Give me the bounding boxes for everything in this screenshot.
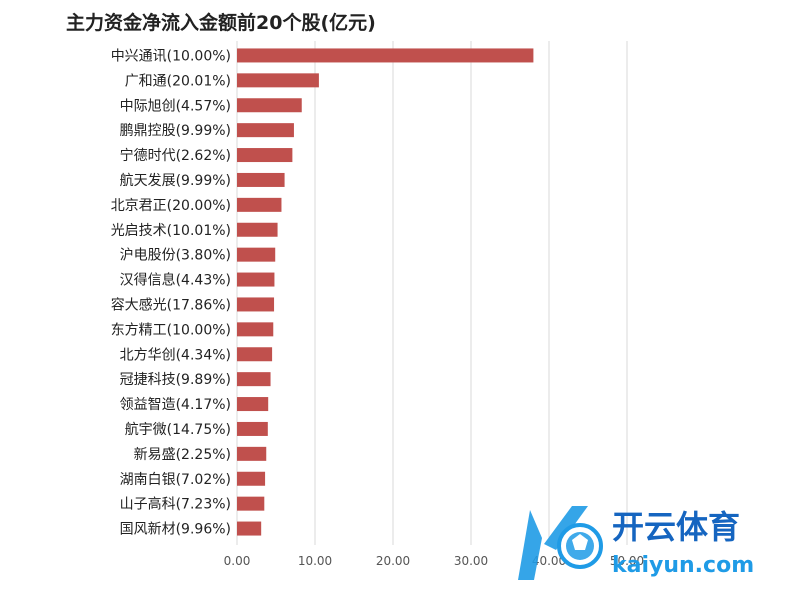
bar [237, 347, 273, 362]
category-label: 容大感光(17.86%) [111, 296, 231, 313]
kaiyun-emblem-icon [518, 506, 603, 580]
category-label: 山子高科(7.23%) [120, 496, 231, 513]
bar [237, 397, 269, 412]
x-tick-label: 50.00 [610, 554, 644, 568]
bar [237, 446, 267, 461]
bar [237, 297, 275, 312]
category-label: 航天发展(9.99%) [120, 173, 231, 189]
x-tick-label: 10.00 [298, 554, 332, 568]
bar [237, 172, 285, 187]
watermark-brand-cn: 开云体育 [612, 508, 740, 546]
x-tick-label: 40.00 [532, 554, 566, 568]
bar [237, 372, 271, 387]
x-tick-label: 20.00 [376, 554, 410, 568]
category-label: 中兴通讯(10.00%) [111, 48, 231, 64]
category-label: 领益智造(4.17%) [120, 397, 231, 413]
category-label: 光启技术(10.01%) [111, 223, 231, 239]
x-tick-label: 30.00 [454, 554, 488, 568]
bar [237, 98, 302, 113]
bar [237, 197, 282, 212]
category-labels: 中兴通讯(10.00%) 广和通(20.01%) 中际旭创(4.57%) 鹏鼎控股(9… [111, 48, 231, 537]
category-label: 湖南白银(7.02%) [120, 472, 231, 488]
category-label: 中际旭创(4.57%) [120, 98, 231, 114]
x-tick-label: 0.00 [224, 554, 251, 568]
category-label: 北京君正(20.00%) [111, 198, 231, 214]
chart-title: 主力资金净流入金额前20个股(亿元) [66, 12, 376, 34]
bar [237, 272, 275, 287]
bar [237, 247, 276, 262]
bar [237, 123, 294, 138]
category-label: 宁德时代(2.62%) [120, 147, 231, 164]
category-label: 冠捷科技(9.89%) [120, 372, 231, 388]
category-label: 航宇微(14.75%) [125, 422, 231, 438]
bars [237, 48, 534, 536]
bar [237, 222, 278, 237]
x-axis-ticks: 0.00 10.00 20.00 30.00 40.00 50.00 [224, 554, 645, 568]
bar [237, 322, 274, 337]
bar [237, 471, 266, 486]
category-label: 广和通(20.01%) [125, 73, 231, 89]
kaiyun-watermark-logo: 开云体育 kaiyun.com [518, 506, 754, 580]
bar [237, 148, 293, 163]
bar [237, 521, 262, 536]
category-label: 国风新材(9.96%) [120, 522, 231, 538]
watermark-brand-en: kaiyun.com [612, 553, 754, 578]
bar [237, 496, 265, 511]
category-label: 汉得信息(4.43%) [120, 272, 231, 289]
category-label: 沪电股份(3.80%) [120, 248, 231, 264]
bar [237, 73, 319, 88]
category-label: 北方华创(4.34%) [120, 347, 231, 363]
bar [237, 48, 534, 63]
grid-lines [236, 41, 628, 545]
category-label: 新易盛(2.25%) [134, 447, 231, 463]
category-label: 鹏鼎控股(9.99%) [120, 123, 231, 139]
category-label: 东方精工(10.00%) [111, 322, 231, 338]
bar [237, 421, 268, 436]
